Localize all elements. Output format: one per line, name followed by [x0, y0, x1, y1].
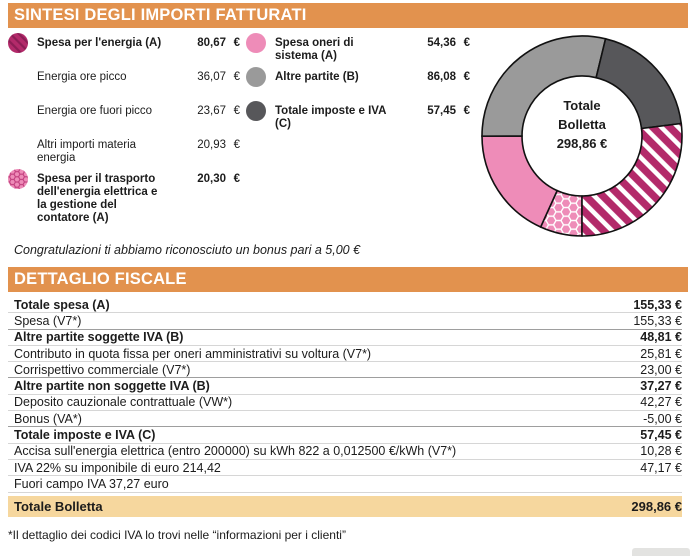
- pink-swatch-icon: [246, 33, 266, 53]
- total-row: Totale Bolletta 298,86 €: [8, 495, 682, 517]
- legend-value: 20,93: [197, 139, 226, 151]
- legend-item: Altre partite (B) 86,08 €: [246, 67, 470, 101]
- fiscal-row-label: Totale spesa (A): [14, 297, 110, 312]
- darkgray-swatch-icon: [246, 101, 266, 121]
- legend-item: Spesa per il trasporto dell'energia elet…: [8, 169, 240, 225]
- page-edge-artifact: [632, 548, 690, 556]
- legend-label: Altri importi materia energia: [37, 139, 137, 164]
- fiscal-row-label: Accisa sull'energia elettrica (entro 200…: [14, 444, 457, 459]
- fiscal-row-value: 37,27 €: [640, 379, 682, 394]
- section-header-sintesi: SINTESI DEGLI IMPORTI FATTURATI: [8, 3, 688, 28]
- donut-center-line: 298,86 €: [556, 136, 608, 151]
- fiscal-row-label: IVA 22% su imponibile di euro 214,42: [14, 460, 221, 475]
- fiscal-row-value: 57,45 €: [640, 428, 682, 443]
- total-row-value: 298,86 €: [631, 498, 682, 514]
- fiscal-row: Altre partite soggette IVA (B) 48,81 €: [8, 330, 682, 346]
- marker-spacer: [8, 67, 28, 87]
- gray-swatch-icon: [246, 67, 266, 87]
- honeycomb-swatch-icon: [8, 169, 28, 189]
- total-row-label: Totale Bolletta: [14, 498, 103, 514]
- currency-symbol: €: [233, 37, 240, 49]
- currency-symbol: €: [463, 105, 470, 117]
- fiscal-row-value: 10,28 €: [640, 444, 682, 459]
- legend-item: Altri importi materia energia 20,93 €: [8, 135, 240, 169]
- fiscal-row-label: Deposito cauzionale contrattuale (VW*): [14, 395, 233, 410]
- hatch-swatch-icon: [8, 33, 28, 53]
- fiscal-table: Totale spesa (A) 155,33 € Spesa (V7*) 155,3…: [8, 297, 682, 542]
- fiscal-row-value: 155,33 €: [633, 313, 682, 328]
- fiscal-row-label: Corrispettivo commerciale (V7*): [14, 362, 191, 377]
- donut-chart: Totale Bolletta 298,86 €: [476, 30, 688, 242]
- bonus-note: Congratulazioni ti abbiamo riconosciuto …: [14, 243, 361, 257]
- legend-label: Spesa oneri di sistema (A): [275, 37, 354, 62]
- fiscal-row-value: 42,27 €: [640, 395, 682, 410]
- fiscal-row: Bonus (VA*) -5,00 €: [8, 411, 682, 428]
- fiscal-row-label: Bonus (VA*): [14, 411, 82, 426]
- donut-center-line: Bolletta: [558, 117, 606, 132]
- section-title-sintesi: SINTESI DEGLI IMPORTI FATTURATI: [14, 6, 307, 24]
- fiscal-row-label: Totale imposte e IVA (C): [14, 428, 156, 443]
- currency-symbol: €: [233, 71, 240, 83]
- fiscal-row: Fuori campo IVA 37,27 euro: [8, 476, 682, 493]
- fiscal-row-value: 25,81 €: [640, 346, 682, 361]
- legend-label: Spesa per il trasporto dell'energia elet…: [37, 173, 158, 224]
- donut-center-label: Totale Bolletta 298,86 €: [522, 96, 642, 153]
- legend-value: 36,07: [197, 71, 226, 83]
- fiscal-row-label: Contributo in quota fissa per oneri ammi…: [14, 346, 372, 361]
- fiscal-row: Altre partite non soggette IVA (B) 37,27 …: [8, 378, 682, 395]
- legend-value: 86,08: [427, 71, 456, 83]
- fiscal-row: Corrispettivo commerciale (V7*) 23,00 €: [8, 362, 682, 379]
- fiscal-row-label: Altre partite soggette IVA (B): [14, 330, 184, 345]
- currency-symbol: €: [233, 105, 240, 117]
- currency-symbol: €: [233, 173, 240, 185]
- fiscal-row-value: 23,00 €: [640, 362, 682, 377]
- legend-item: Spesa per l'energia (A) 80,67 €: [8, 33, 240, 67]
- legend-label: Energia ore picco: [37, 71, 127, 83]
- fiscal-row: Deposito cauzionale contrattuale (VW*) 42…: [8, 395, 682, 412]
- fiscal-row-label: Altre partite non soggette IVA (B): [14, 379, 210, 394]
- marker-spacer: [8, 101, 28, 121]
- fiscal-rows: Totale spesa (A) 155,33 € Spesa (V7*) 155,3…: [8, 297, 682, 493]
- section-header-dettaglio: DETTAGLIO FISCALE: [8, 267, 688, 292]
- footnote: *Il dettaglio dei codici IVA lo trovi ne…: [8, 527, 346, 542]
- legend-label: Spesa per l'energia (A): [37, 37, 162, 49]
- fiscal-row-value: 47,17 €: [640, 460, 682, 475]
- fiscal-row: Totale spesa (A) 155,33 €: [8, 297, 682, 314]
- legend-column-middle: Spesa oneri di sistema (A) 54,36 € Altre pa…: [246, 33, 470, 135]
- fiscal-row: IVA 22% su imponibile di euro 214,42 47,1…: [8, 460, 682, 477]
- fiscal-row-value: 48,81 €: [640, 330, 682, 345]
- fiscal-row: Totale imposte e IVA (C) 57,45 €: [8, 427, 682, 444]
- legend-label: Altre partite (B): [275, 71, 359, 83]
- legend-value: 20,30: [197, 173, 226, 185]
- fiscal-row-label: Spesa (V7*): [14, 313, 82, 328]
- legend-item: Spesa oneri di sistema (A) 54,36 €: [246, 33, 470, 67]
- donut-center-line: Totale: [563, 98, 601, 113]
- legend-item: Energia ore picco 36,07 €: [8, 67, 240, 101]
- legend-value: 23,67: [197, 105, 226, 117]
- fiscal-row-value: 155,33 €: [633, 297, 682, 312]
- fiscal-row-value: -5,00 €: [643, 411, 682, 426]
- donut-segment-hatch: [581, 122, 683, 237]
- legend-label: Energia ore fuori picco: [37, 105, 153, 117]
- legend-label: Totale imposte e IVA (C): [275, 105, 386, 130]
- currency-symbol: €: [233, 139, 240, 151]
- fiscal-row: Contributo in quota fissa per oneri ammi…: [8, 346, 682, 363]
- donut-svg: [481, 35, 683, 237]
- legend-value: 80,67: [197, 37, 226, 49]
- fiscal-row-label: Fuori campo IVA 37,27 euro: [14, 476, 169, 491]
- legend-item: Totale imposte e IVA (C) 57,45 €: [246, 101, 470, 135]
- legend-value: 54,36: [427, 37, 456, 49]
- legend-column-left: Spesa per l'energia (A) 80,67 € Energia ore…: [8, 33, 240, 225]
- currency-symbol: €: [463, 71, 470, 83]
- section-title-dettaglio: DETTAGLIO FISCALE: [14, 270, 187, 288]
- fiscal-row: Accisa sull'energia elettrica (entro 200…: [8, 444, 682, 460]
- currency-symbol: €: [463, 37, 470, 49]
- marker-spacer: [8, 135, 28, 155]
- donut-segment-gray: [481, 35, 607, 137]
- legend-item: Energia ore fuori picco 23,67 €: [8, 101, 240, 135]
- fiscal-row: Spesa (V7*) 155,33 €: [8, 313, 682, 330]
- legend-value: 57,45: [427, 105, 456, 117]
